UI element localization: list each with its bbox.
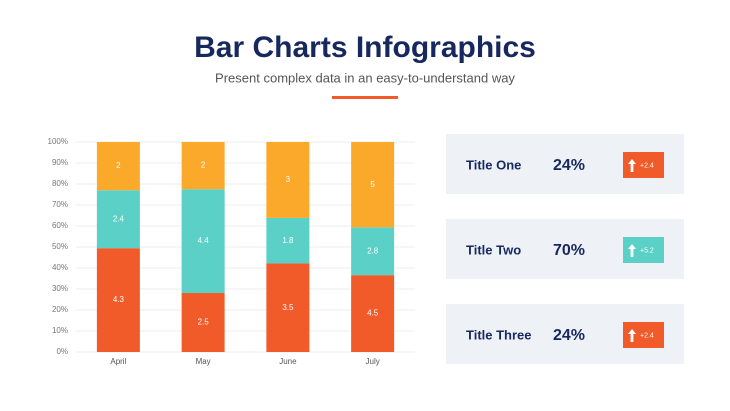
bar-segment <box>266 142 310 218</box>
card-title: Title One <box>466 157 521 172</box>
data-label: 2 <box>201 161 206 170</box>
badge <box>623 322 664 348</box>
data-label: 3.5 <box>282 303 294 312</box>
y-tick-label: 10% <box>52 326 68 335</box>
subtitle: Present complex data in an easy-to-under… <box>215 70 515 85</box>
x-tick-label: April <box>110 357 126 366</box>
card-title: Title Two <box>466 242 521 257</box>
y-tick-label: 90% <box>52 158 68 167</box>
x-tick-label: June <box>279 357 297 366</box>
y-tick-label: 40% <box>52 263 68 272</box>
badge <box>623 152 664 178</box>
card-change: +2.4 <box>640 332 654 339</box>
data-label: 1.8 <box>282 236 294 245</box>
divider <box>332 96 398 99</box>
bar-segment <box>351 227 395 276</box>
bar-segment <box>181 293 225 352</box>
bar-segment <box>181 189 225 294</box>
bar-segment <box>96 248 140 352</box>
bar-segment <box>266 263 310 352</box>
y-tick-label: 100% <box>48 137 68 146</box>
badge <box>623 237 664 263</box>
bar-segment <box>266 217 310 264</box>
y-tick-label: 60% <box>52 221 68 230</box>
arrow-icon <box>628 329 636 342</box>
y-tick-label: 70% <box>52 200 68 209</box>
data-label: 4.5 <box>367 309 379 318</box>
data-label: 3 <box>286 175 291 184</box>
data-label: 2.5 <box>198 318 210 327</box>
x-tick-label: May <box>196 357 211 366</box>
card-value: 24% <box>553 327 585 344</box>
y-tick-label: 30% <box>52 284 68 293</box>
data-label: 2.8 <box>367 246 379 255</box>
bar-segment <box>351 275 395 352</box>
bar-segment <box>181 142 225 190</box>
x-tick-label: July <box>366 357 380 366</box>
card-value: 24% <box>553 157 585 174</box>
arrow-icon <box>628 159 636 172</box>
card-title: Title Three <box>466 327 532 342</box>
data-label: 2 <box>116 161 121 170</box>
arrow-icon <box>628 244 636 257</box>
card-value: 70% <box>553 242 585 259</box>
bar-segment <box>351 142 395 228</box>
data-label: 4.4 <box>198 236 210 245</box>
card-change: +2.4 <box>640 162 654 169</box>
bar-segment <box>96 190 140 249</box>
data-label: 5 <box>370 180 375 189</box>
y-tick-label: 20% <box>52 305 68 314</box>
y-tick-label: 50% <box>52 242 68 251</box>
card-change: +5.2 <box>640 247 654 254</box>
y-tick-label: 80% <box>52 179 68 188</box>
title: Bar Charts Infographics <box>194 31 536 64</box>
data-label: 4.3 <box>113 295 125 304</box>
bar-segment <box>96 142 140 191</box>
data-label: 2.4 <box>113 214 125 223</box>
y-tick-label: 0% <box>56 347 68 356</box>
